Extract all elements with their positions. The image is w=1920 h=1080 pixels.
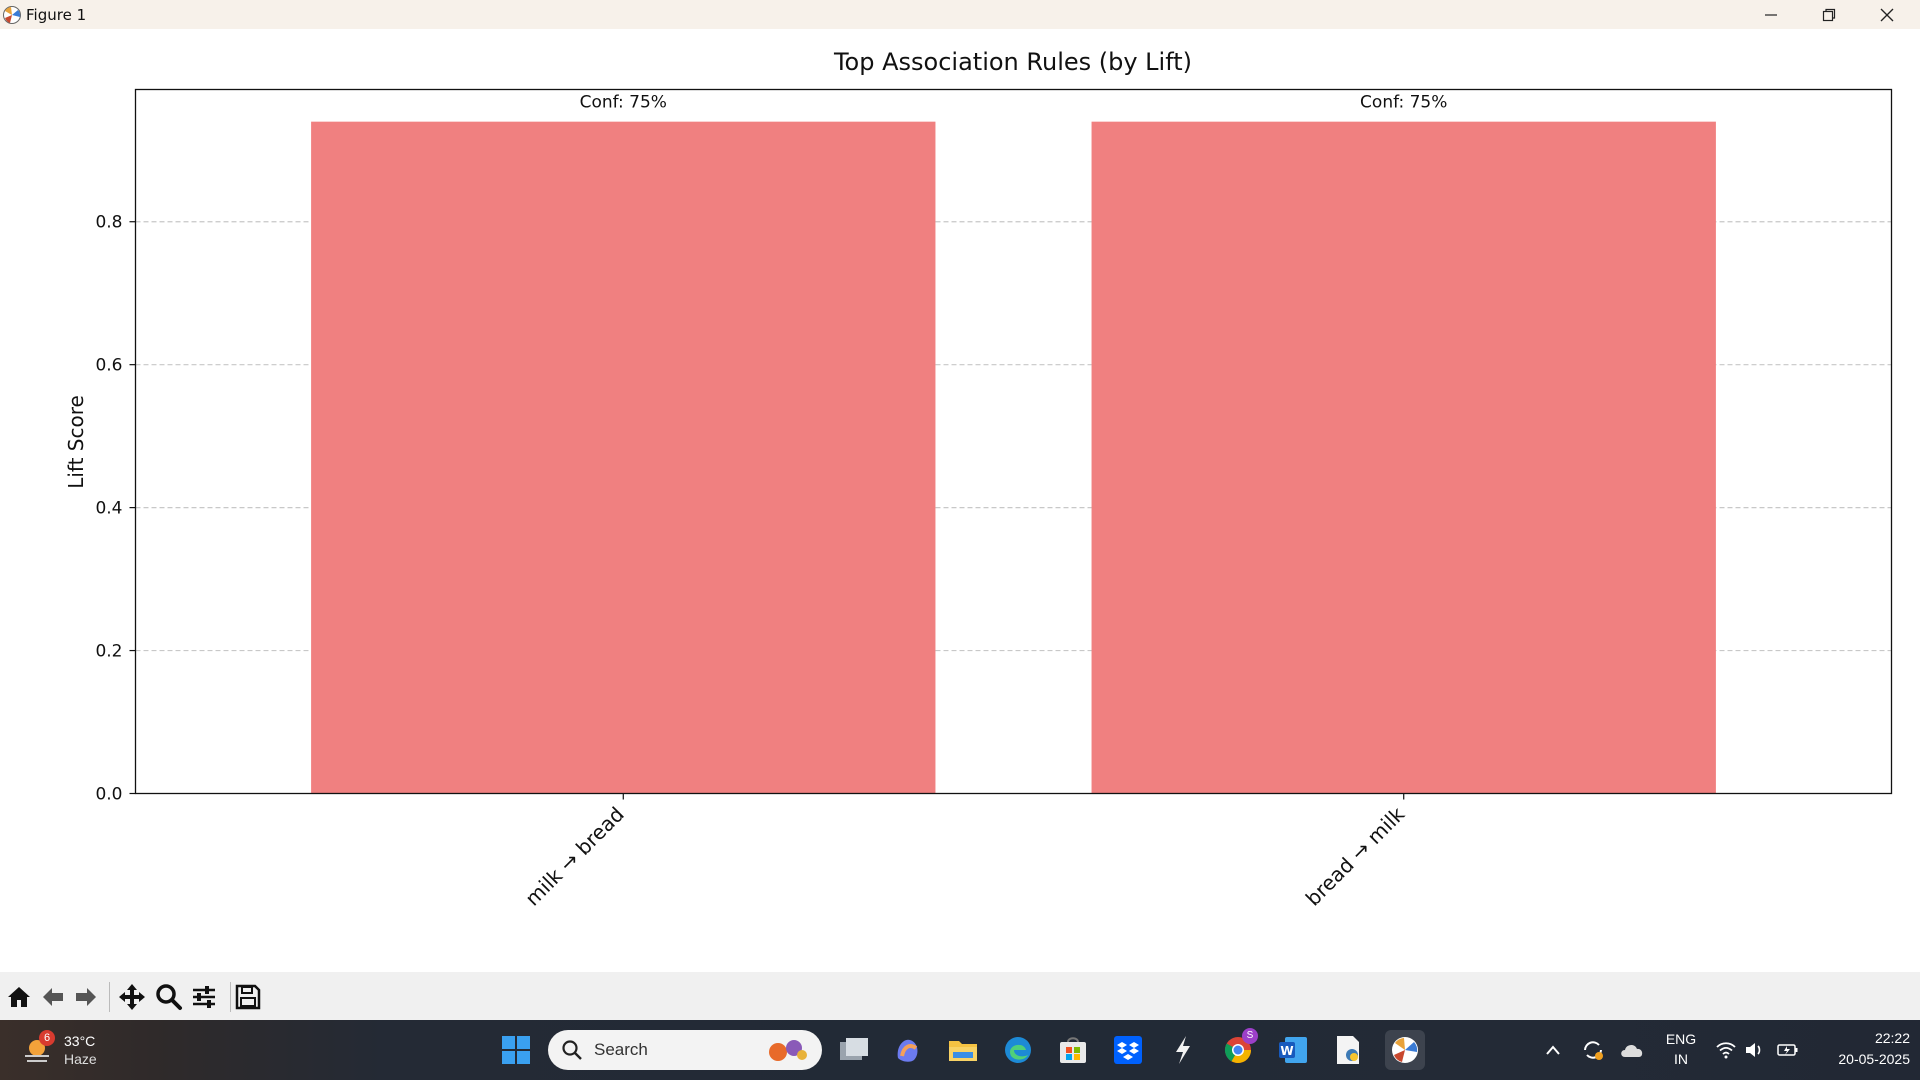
weather-badge: 6: [39, 1030, 55, 1046]
toolbar-separator: [109, 982, 110, 1012]
bar: [1091, 121, 1716, 794]
tray-battery[interactable]: [1770, 1032, 1806, 1068]
weather-condition: Haze: [64, 1051, 97, 1067]
bar-chart: Top Association Rules (by Lift) Lift Sco…: [64, 48, 1893, 911]
restore-button[interactable]: [1800, 0, 1858, 29]
taskbar-edge[interactable]: [1000, 1032, 1036, 1068]
arrow-left-icon: [43, 988, 63, 1006]
sync-icon: [1584, 1041, 1603, 1060]
chrome-profile-badge: S: [1242, 1028, 1258, 1044]
dropbox-icon: [1114, 1036, 1142, 1064]
taskbar-dropbox[interactable]: [1110, 1032, 1146, 1068]
y-tick-label: 0.0: [95, 785, 122, 805]
bar-data-label: Conf: 75%: [1360, 93, 1447, 113]
close-icon: [1880, 8, 1894, 21]
navigation-toolbar: [0, 972, 1920, 1020]
taskbar-python-idle[interactable]: [1330, 1032, 1366, 1068]
language-line1[interactable]: ENG: [1665, 1031, 1697, 1047]
window-title: Figure 1: [26, 6, 87, 24]
tray-network[interactable]: [1708, 1032, 1744, 1068]
toolbar-separator: [230, 982, 231, 1012]
taskbar-chrome[interactable]: S: [1220, 1028, 1258, 1068]
windows-logo-icon: [502, 1036, 530, 1064]
tray-volume[interactable]: [1736, 1032, 1772, 1068]
minimize-button[interactable]: [1742, 0, 1800, 29]
tray-sync[interactable]: [1575, 1032, 1611, 1068]
save-icon: [235, 984, 261, 1010]
search-highlight-icon: [769, 1040, 807, 1061]
plot-frame: [134, 88, 1893, 795]
search-icon: [562, 1040, 582, 1060]
home-icon: [8, 987, 30, 1007]
battery-icon: [1777, 1044, 1798, 1056]
move-icon: [119, 984, 145, 1010]
pan-button[interactable]: [117, 982, 147, 1012]
wifi-icon: [1716, 1042, 1736, 1059]
save-button[interactable]: [233, 982, 263, 1012]
taskbar-search[interactable]: Search: [548, 1030, 822, 1070]
matplotlib-icon: [3, 6, 21, 24]
taskbar-matplotlib-figure[interactable]: [1385, 1030, 1425, 1070]
arrow-right-icon: [76, 988, 96, 1006]
bar-data-label: Conf: 75%: [580, 93, 667, 113]
taskbar-copilot[interactable]: [890, 1032, 926, 1068]
weather-widget[interactable]: 6 33°C Haze: [20, 1030, 110, 1072]
bolt-icon: [1176, 1036, 1190, 1064]
store-icon: [1060, 1037, 1086, 1063]
restore-icon: [1822, 8, 1836, 21]
chart-title: Top Association Rules (by Lift): [833, 48, 1192, 76]
bar: [311, 121, 936, 794]
x-tick-label: bread → milk: [1301, 802, 1410, 911]
clock-date[interactable]: 20-05-2025: [1838, 1051, 1910, 1067]
cloud-icon: [1621, 1044, 1643, 1057]
forward-button[interactable]: [71, 982, 101, 1012]
home-button[interactable]: [4, 982, 34, 1012]
svg-text:W: W: [1280, 1044, 1293, 1058]
speaker-icon: [1746, 1043, 1761, 1057]
taskbar-store[interactable]: [1055, 1032, 1091, 1068]
window-titlebar: Figure 1: [0, 0, 1920, 29]
language-line2[interactable]: IN: [1674, 1051, 1688, 1067]
tray-onedrive[interactable]: [1614, 1032, 1650, 1068]
x-tick-label: milk → bread: [520, 802, 628, 910]
magnifier-icon: [156, 984, 182, 1010]
clock-time[interactable]: 22:22: [1874, 1030, 1910, 1046]
taskbar-word[interactable]: W: [1275, 1032, 1311, 1068]
weather-temp: 33°C: [64, 1033, 96, 1049]
taskbar-task-view[interactable]: [836, 1032, 872, 1068]
close-button[interactable]: [1858, 0, 1916, 29]
task-view-icon: [840, 1038, 868, 1060]
minimize-icon: [1765, 13, 1777, 16]
figure-canvas[interactable]: Top Association Rules (by Lift) Lift Sco…: [0, 29, 1920, 972]
python-file-icon: [1337, 1036, 1359, 1064]
copilot-icon: [897, 1039, 918, 1062]
y-tick-label: 0.6: [95, 356, 122, 376]
zoom-button[interactable]: [154, 982, 184, 1012]
matplotlib-figure-icon: [1392, 1037, 1418, 1063]
back-button[interactable]: [38, 982, 68, 1012]
chrome-icon: [1224, 1037, 1252, 1064]
taskbar-file-explorer[interactable]: [945, 1032, 981, 1068]
y-tick-label: 0.4: [95, 499, 122, 519]
folder-icon: [949, 1041, 977, 1061]
y-tick-label: 0.2: [95, 642, 122, 662]
taskbar: 6 33°C Haze Search S W: [0, 1020, 1920, 1080]
word-icon: W: [1279, 1037, 1307, 1063]
sliders-icon: [193, 986, 215, 1008]
chevron-up-icon: [1546, 1045, 1560, 1055]
y-tick-label: 0.8: [95, 213, 122, 233]
tray-overflow-button[interactable]: [1535, 1032, 1571, 1068]
search-placeholder: Search: [594, 1040, 648, 1059]
y-axis-label: Lift Score: [64, 395, 88, 489]
taskbar-app-bolt[interactable]: [1165, 1032, 1201, 1068]
configure-subplots-button[interactable]: [189, 982, 219, 1012]
edge-icon: [1005, 1037, 1031, 1063]
start-button[interactable]: [498, 1032, 534, 1068]
